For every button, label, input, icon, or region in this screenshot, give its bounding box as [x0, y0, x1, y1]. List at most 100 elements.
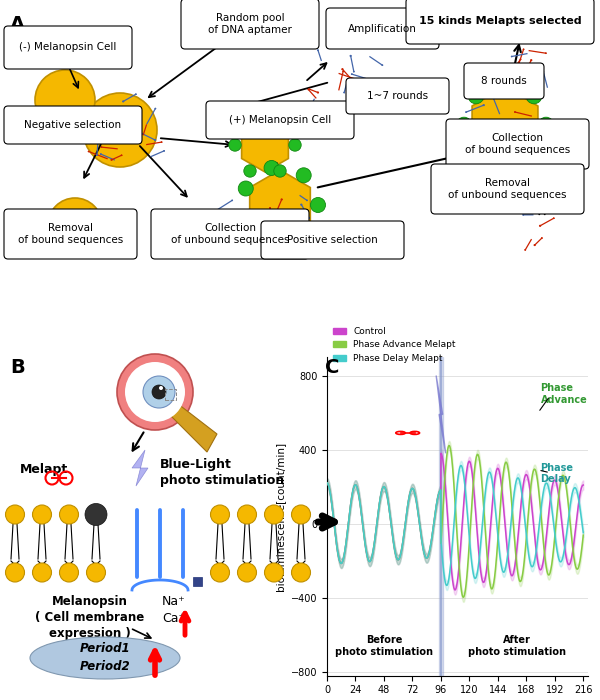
Ellipse shape [296, 168, 311, 183]
Text: Phase
Delay: Phase Delay [541, 463, 574, 484]
Text: (-) Melanopsin Cell: (-) Melanopsin Cell [19, 43, 116, 52]
FancyBboxPatch shape [326, 8, 439, 49]
Ellipse shape [456, 117, 472, 133]
Ellipse shape [264, 234, 279, 249]
Ellipse shape [269, 207, 271, 209]
Bar [193, 577, 202, 586]
Ellipse shape [365, 92, 367, 93]
Bar [165, 389, 176, 400]
Polygon shape [472, 87, 538, 163]
Ellipse shape [155, 108, 156, 109]
Ellipse shape [110, 238, 111, 239]
Ellipse shape [291, 215, 292, 216]
Ellipse shape [35, 70, 95, 130]
Ellipse shape [289, 139, 301, 151]
Polygon shape [132, 450, 148, 486]
Ellipse shape [143, 134, 144, 135]
Ellipse shape [226, 220, 227, 221]
Ellipse shape [311, 197, 325, 213]
FancyBboxPatch shape [181, 0, 319, 49]
Text: Negative selection: Negative selection [25, 120, 122, 130]
Ellipse shape [367, 97, 368, 99]
FancyBboxPatch shape [206, 101, 354, 139]
Ellipse shape [86, 563, 106, 582]
FancyBboxPatch shape [406, 0, 594, 44]
Ellipse shape [238, 181, 253, 196]
Ellipse shape [343, 71, 344, 72]
FancyBboxPatch shape [4, 209, 137, 259]
Ellipse shape [125, 362, 185, 422]
Ellipse shape [292, 505, 311, 524]
Ellipse shape [466, 111, 467, 113]
Ellipse shape [141, 133, 142, 134]
Ellipse shape [83, 93, 157, 167]
Text: Removal
of bound sequences: Removal of bound sequences [18, 223, 123, 245]
FancyBboxPatch shape [346, 78, 449, 114]
Ellipse shape [224, 217, 225, 218]
Ellipse shape [521, 67, 523, 68]
Ellipse shape [526, 146, 542, 162]
Ellipse shape [296, 228, 311, 242]
Ellipse shape [85, 503, 107, 526]
Ellipse shape [229, 139, 241, 151]
FancyBboxPatch shape [431, 164, 584, 214]
Ellipse shape [274, 164, 286, 177]
Ellipse shape [5, 505, 25, 524]
Text: A: A [10, 15, 25, 34]
Ellipse shape [119, 210, 120, 211]
Ellipse shape [32, 505, 52, 524]
Ellipse shape [230, 210, 231, 211]
Ellipse shape [497, 76, 513, 92]
Text: (+) Melanopsin Cell: (+) Melanopsin Cell [229, 115, 331, 125]
Polygon shape [242, 118, 289, 172]
Ellipse shape [350, 78, 351, 79]
Ellipse shape [211, 563, 230, 582]
Ellipse shape [238, 563, 257, 582]
Text: Melanopsin
( Cell membrane
expression ): Melanopsin ( Cell membrane expression ) [35, 595, 145, 640]
Ellipse shape [238, 505, 257, 524]
Text: Blue-Light
photo stimulation: Blue-Light photo stimulation [160, 458, 284, 487]
Ellipse shape [265, 563, 284, 582]
Ellipse shape [541, 237, 542, 239]
Text: C: C [325, 358, 340, 377]
Ellipse shape [59, 563, 79, 582]
Ellipse shape [523, 49, 524, 50]
Ellipse shape [526, 88, 542, 104]
Text: Positive selection: Positive selection [287, 235, 378, 245]
Ellipse shape [94, 117, 95, 118]
Text: After
photo stimulation: After photo stimulation [468, 636, 566, 657]
Ellipse shape [501, 131, 502, 132]
Text: Period2: Period2 [80, 661, 130, 673]
Ellipse shape [292, 563, 311, 582]
Bar [439, 357, 443, 676]
Ellipse shape [538, 117, 554, 133]
Text: Removal
of unbound sequences: Removal of unbound sequences [448, 178, 567, 200]
FancyBboxPatch shape [464, 63, 544, 99]
Ellipse shape [344, 92, 345, 93]
Ellipse shape [523, 214, 524, 216]
Ellipse shape [526, 139, 527, 140]
FancyBboxPatch shape [4, 106, 142, 144]
Ellipse shape [101, 146, 102, 148]
Ellipse shape [468, 146, 484, 162]
Ellipse shape [200, 244, 201, 245]
Ellipse shape [86, 505, 106, 524]
Ellipse shape [89, 209, 91, 210]
FancyBboxPatch shape [151, 209, 309, 259]
Ellipse shape [511, 56, 512, 57]
Text: Collection
of unbound sequences: Collection of unbound sequences [171, 223, 289, 245]
Ellipse shape [308, 89, 310, 90]
Text: Collection
of bound sequences: Collection of bound sequences [465, 133, 570, 155]
Ellipse shape [308, 89, 309, 90]
Ellipse shape [244, 113, 256, 125]
Ellipse shape [30, 637, 180, 679]
Polygon shape [165, 397, 217, 452]
Ellipse shape [95, 238, 97, 239]
Text: B: B [10, 358, 25, 377]
Ellipse shape [59, 505, 79, 524]
Text: 15 kinds Melapts selected: 15 kinds Melapts selected [419, 16, 581, 26]
Ellipse shape [353, 71, 355, 72]
Ellipse shape [264, 160, 279, 176]
Text: Amplification: Amplification [348, 24, 417, 34]
Text: Phase
Advance: Phase Advance [541, 383, 587, 405]
